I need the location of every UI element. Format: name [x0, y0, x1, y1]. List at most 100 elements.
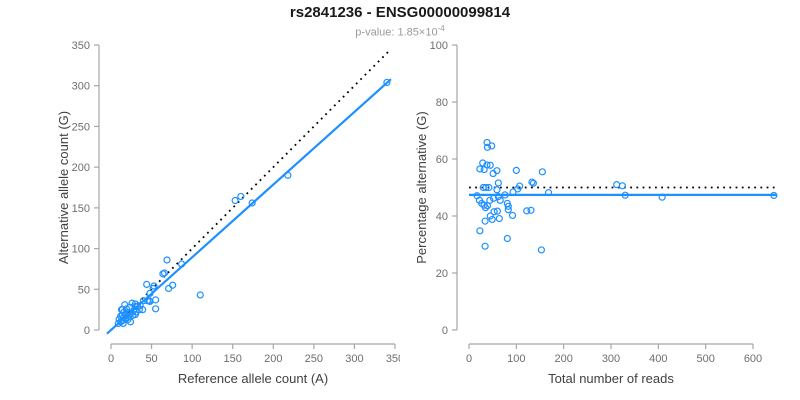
y-tick-label: 40 [436, 211, 448, 223]
x-axis-title: Reference allele count (A) [178, 371, 328, 386]
data-point [493, 186, 501, 194]
data-point [493, 167, 501, 175]
x-tick-label: 200 [264, 353, 282, 365]
data-point [486, 161, 494, 169]
y-tick-label: 250 [72, 121, 90, 133]
data-point [483, 143, 492, 151]
y-tick-label: 350 [72, 40, 90, 52]
figure-header: rs2841236 - ENSG00000099814 p-value: 1.8… [0, 4, 800, 40]
data-point [483, 161, 491, 169]
data-point [284, 171, 292, 179]
y-tick-label: 0 [84, 325, 90, 337]
data-point [196, 291, 204, 299]
data-point [135, 306, 143, 314]
data-point [383, 78, 391, 87]
data-point [538, 168, 546, 176]
y-tick-label: 0 [442, 325, 448, 337]
x-tick-label: 50 [145, 353, 157, 365]
x-tick-label: 400 [649, 353, 667, 365]
x-tick-label: 350 [386, 353, 400, 365]
data-point [231, 196, 239, 205]
allele-count-scatter-plot: 0 50 100 150 200 250 300 350 0 50 100 150 200 250 300 3… [56, 40, 400, 386]
data-point [488, 142, 496, 150]
data-point [494, 179, 502, 187]
data-point [621, 191, 629, 199]
data-point [139, 306, 147, 314]
x-tick-label: 0 [108, 353, 114, 365]
y-tick-label: 80 [436, 97, 448, 109]
data-point [537, 246, 546, 254]
data-point [496, 196, 504, 204]
data-point [483, 138, 491, 147]
data-point [490, 208, 498, 216]
x-tick-label: 250 [305, 353, 323, 365]
data-point [169, 281, 177, 289]
y-tick-label: 300 [72, 81, 90, 93]
data-point [493, 207, 502, 215]
data-point [544, 189, 553, 197]
data-point [529, 179, 537, 187]
data-point [490, 194, 498, 202]
y-tick-label: 100 [430, 40, 448, 52]
x-tick-label: 100 [507, 353, 525, 365]
x-tick-label: 150 [224, 353, 242, 365]
data-point [494, 193, 502, 201]
data-point [150, 282, 158, 290]
data-point [516, 182, 524, 190]
data-point [523, 207, 531, 215]
data-point [495, 214, 503, 223]
percentage-scatter-plot: 0 20 40 60 80 100 0 100 200 300 400 500 600 Total num… [414, 40, 778, 386]
x-tick-label: 300 [602, 353, 620, 365]
data-point [237, 192, 245, 201]
identity-line [110, 48, 392, 331]
data-point [479, 159, 487, 167]
data-point [126, 318, 135, 326]
y-tick-label: 150 [72, 203, 90, 215]
data-point [504, 206, 512, 214]
data-point [481, 204, 490, 212]
y-axis-title: Alternative allele count (G) [56, 111, 71, 264]
p-value-subtitle: p-value: 1.85×10-4 [0, 22, 800, 40]
data-point [481, 242, 489, 250]
data-point [527, 206, 535, 214]
data-point [485, 183, 493, 192]
data-point [160, 269, 169, 277]
y-tick-label: 100 [72, 244, 90, 256]
x-tick-label: 200 [554, 353, 572, 365]
data-point [482, 183, 490, 192]
y-tick-label: 200 [72, 162, 90, 174]
data-point [488, 215, 496, 224]
data-point [476, 227, 484, 235]
data-point [528, 178, 536, 186]
data-point [503, 234, 511, 243]
data-point [508, 211, 517, 220]
data-point [512, 166, 520, 174]
data-point [501, 191, 509, 199]
p-value-text: p-value: 1.85×10 [355, 26, 438, 39]
y-tick-label: 50 [78, 284, 90, 296]
p-value-exponent: -4 [437, 24, 445, 33]
x-tick-label: 100 [183, 353, 201, 365]
plot-panels: 0 50 100 150 200 250 300 350 0 50 100 150 200 250 300 3… [0, 30, 800, 395]
data-point [177, 260, 186, 268]
data-point [152, 305, 160, 313]
x-tick-label: 600 [744, 353, 762, 365]
data-point [165, 284, 173, 293]
x-axis-title: Total number of reads [548, 371, 674, 386]
data-point [481, 217, 489, 225]
data-point [248, 199, 256, 207]
data-point [504, 202, 512, 210]
x-tick-label: 300 [345, 353, 363, 365]
data-point [613, 181, 621, 189]
figure-title: rs2841236 - ENSG00000099814 [289, 4, 511, 21]
data-point [163, 256, 171, 264]
x-tick-label: 0 [466, 353, 472, 365]
data-point [618, 182, 626, 190]
y-axis-title: Percentage alternative (G) [414, 111, 429, 263]
data-point [658, 193, 666, 201]
y-tick-label: 20 [436, 268, 448, 280]
data-point [143, 280, 151, 288]
data-point [486, 196, 494, 204]
x-tick-label: 500 [696, 353, 714, 365]
